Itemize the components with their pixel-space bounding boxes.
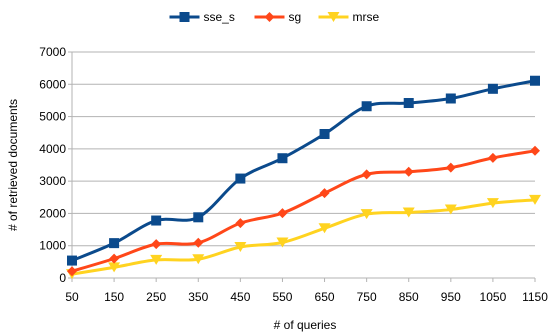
y-tick-label: 5000 (39, 110, 66, 124)
data-point-mrse (150, 254, 163, 265)
data-point-sg (109, 253, 120, 264)
data-point-sse_s (109, 238, 120, 249)
data-point-mrse (444, 204, 457, 215)
x-tick-label: 250 (146, 290, 166, 304)
data-point-sg (67, 266, 77, 277)
data-point-sse_s (277, 153, 288, 164)
data-point-sg (487, 152, 498, 163)
data-point-sse_s (403, 98, 414, 109)
x-tick-label: 1050 (480, 290, 507, 304)
data-point-mrse (318, 223, 331, 234)
data-point-sse_s (67, 255, 77, 266)
data-point-mrse (234, 242, 247, 253)
legend-item-sg: sg (254, 10, 302, 24)
legend-label: sg (289, 10, 302, 24)
data-point-mrse (402, 207, 415, 218)
legend-label: sse_s (204, 10, 235, 24)
data-point-sse_s (319, 129, 330, 140)
series-mrse (66, 194, 541, 280)
data-point-mrse (276, 237, 289, 248)
y-tick-label: 3000 (39, 174, 66, 188)
data-point-sg (235, 218, 246, 229)
legend-label: mrse (353, 10, 380, 24)
data-point-sg (277, 208, 288, 219)
data-point-sg (361, 169, 372, 180)
y-tick-label: 1000 (39, 239, 66, 253)
data-point-sg (193, 237, 204, 248)
data-point-mrse (108, 262, 121, 273)
axes (68, 51, 536, 282)
y-tick-label: 7000 (39, 45, 66, 59)
legend-item-mrse: mrse (318, 10, 380, 24)
data-point-mrse (360, 209, 373, 220)
x-tick-label: 150 (104, 290, 124, 304)
x-tick-label: 850 (399, 290, 419, 304)
data-point-mrse (486, 198, 499, 209)
y-tick-label: 4000 (39, 142, 66, 156)
data-point-sg (445, 162, 456, 173)
legend-item-sse_s: sse_s (169, 10, 235, 24)
series-line-sse_s (71, 79, 536, 262)
data-point-sse_s (361, 101, 372, 112)
x-tick-label: 1150 (522, 290, 548, 304)
series-line-mrse (71, 198, 536, 276)
data-point-sse_s (193, 212, 204, 223)
data-point-sse_s (530, 75, 540, 86)
x-tick-label: 450 (230, 290, 250, 304)
series-sse_s (67, 75, 540, 266)
series-group (66, 75, 541, 280)
x-tick-label: 50 (65, 290, 79, 304)
series-line-sg (71, 149, 536, 273)
y-tick-label: 2000 (39, 206, 66, 220)
data-point-sg (403, 166, 414, 177)
legend: sse_s sg mrse (169, 10, 380, 24)
x-tick-label: 350 (188, 290, 208, 304)
series-sg (67, 145, 540, 277)
legend-swatch-marker (179, 12, 190, 22)
data-point-sse_s (151, 215, 162, 226)
data-point-sg (319, 188, 330, 199)
x-tick-label: 750 (357, 290, 377, 304)
tick-labels: 0 1000 2000 3000 4000 5000 6000 7000 50 150 250 350… (39, 45, 548, 304)
x-tick-label: 950 (441, 290, 461, 304)
data-point-sg (151, 239, 162, 250)
y-tick-label: 6000 (39, 77, 66, 91)
data-point-sse_s (445, 93, 456, 104)
y-axis-title: # of retrieved documents (6, 99, 20, 231)
y-tick-label: 0 (59, 271, 66, 285)
legend-swatch-marker (264, 12, 275, 22)
data-point-sg (530, 145, 540, 156)
x-tick-label: 550 (272, 290, 292, 304)
data-point-mrse (192, 254, 205, 265)
data-point-sse_s (235, 173, 246, 184)
data-point-mrse (529, 194, 541, 205)
x-axis-title: # of queries (274, 318, 337, 332)
data-point-sse_s (487, 83, 498, 94)
x-tick-label: 650 (315, 290, 335, 304)
legend-swatch-marker (327, 12, 340, 22)
